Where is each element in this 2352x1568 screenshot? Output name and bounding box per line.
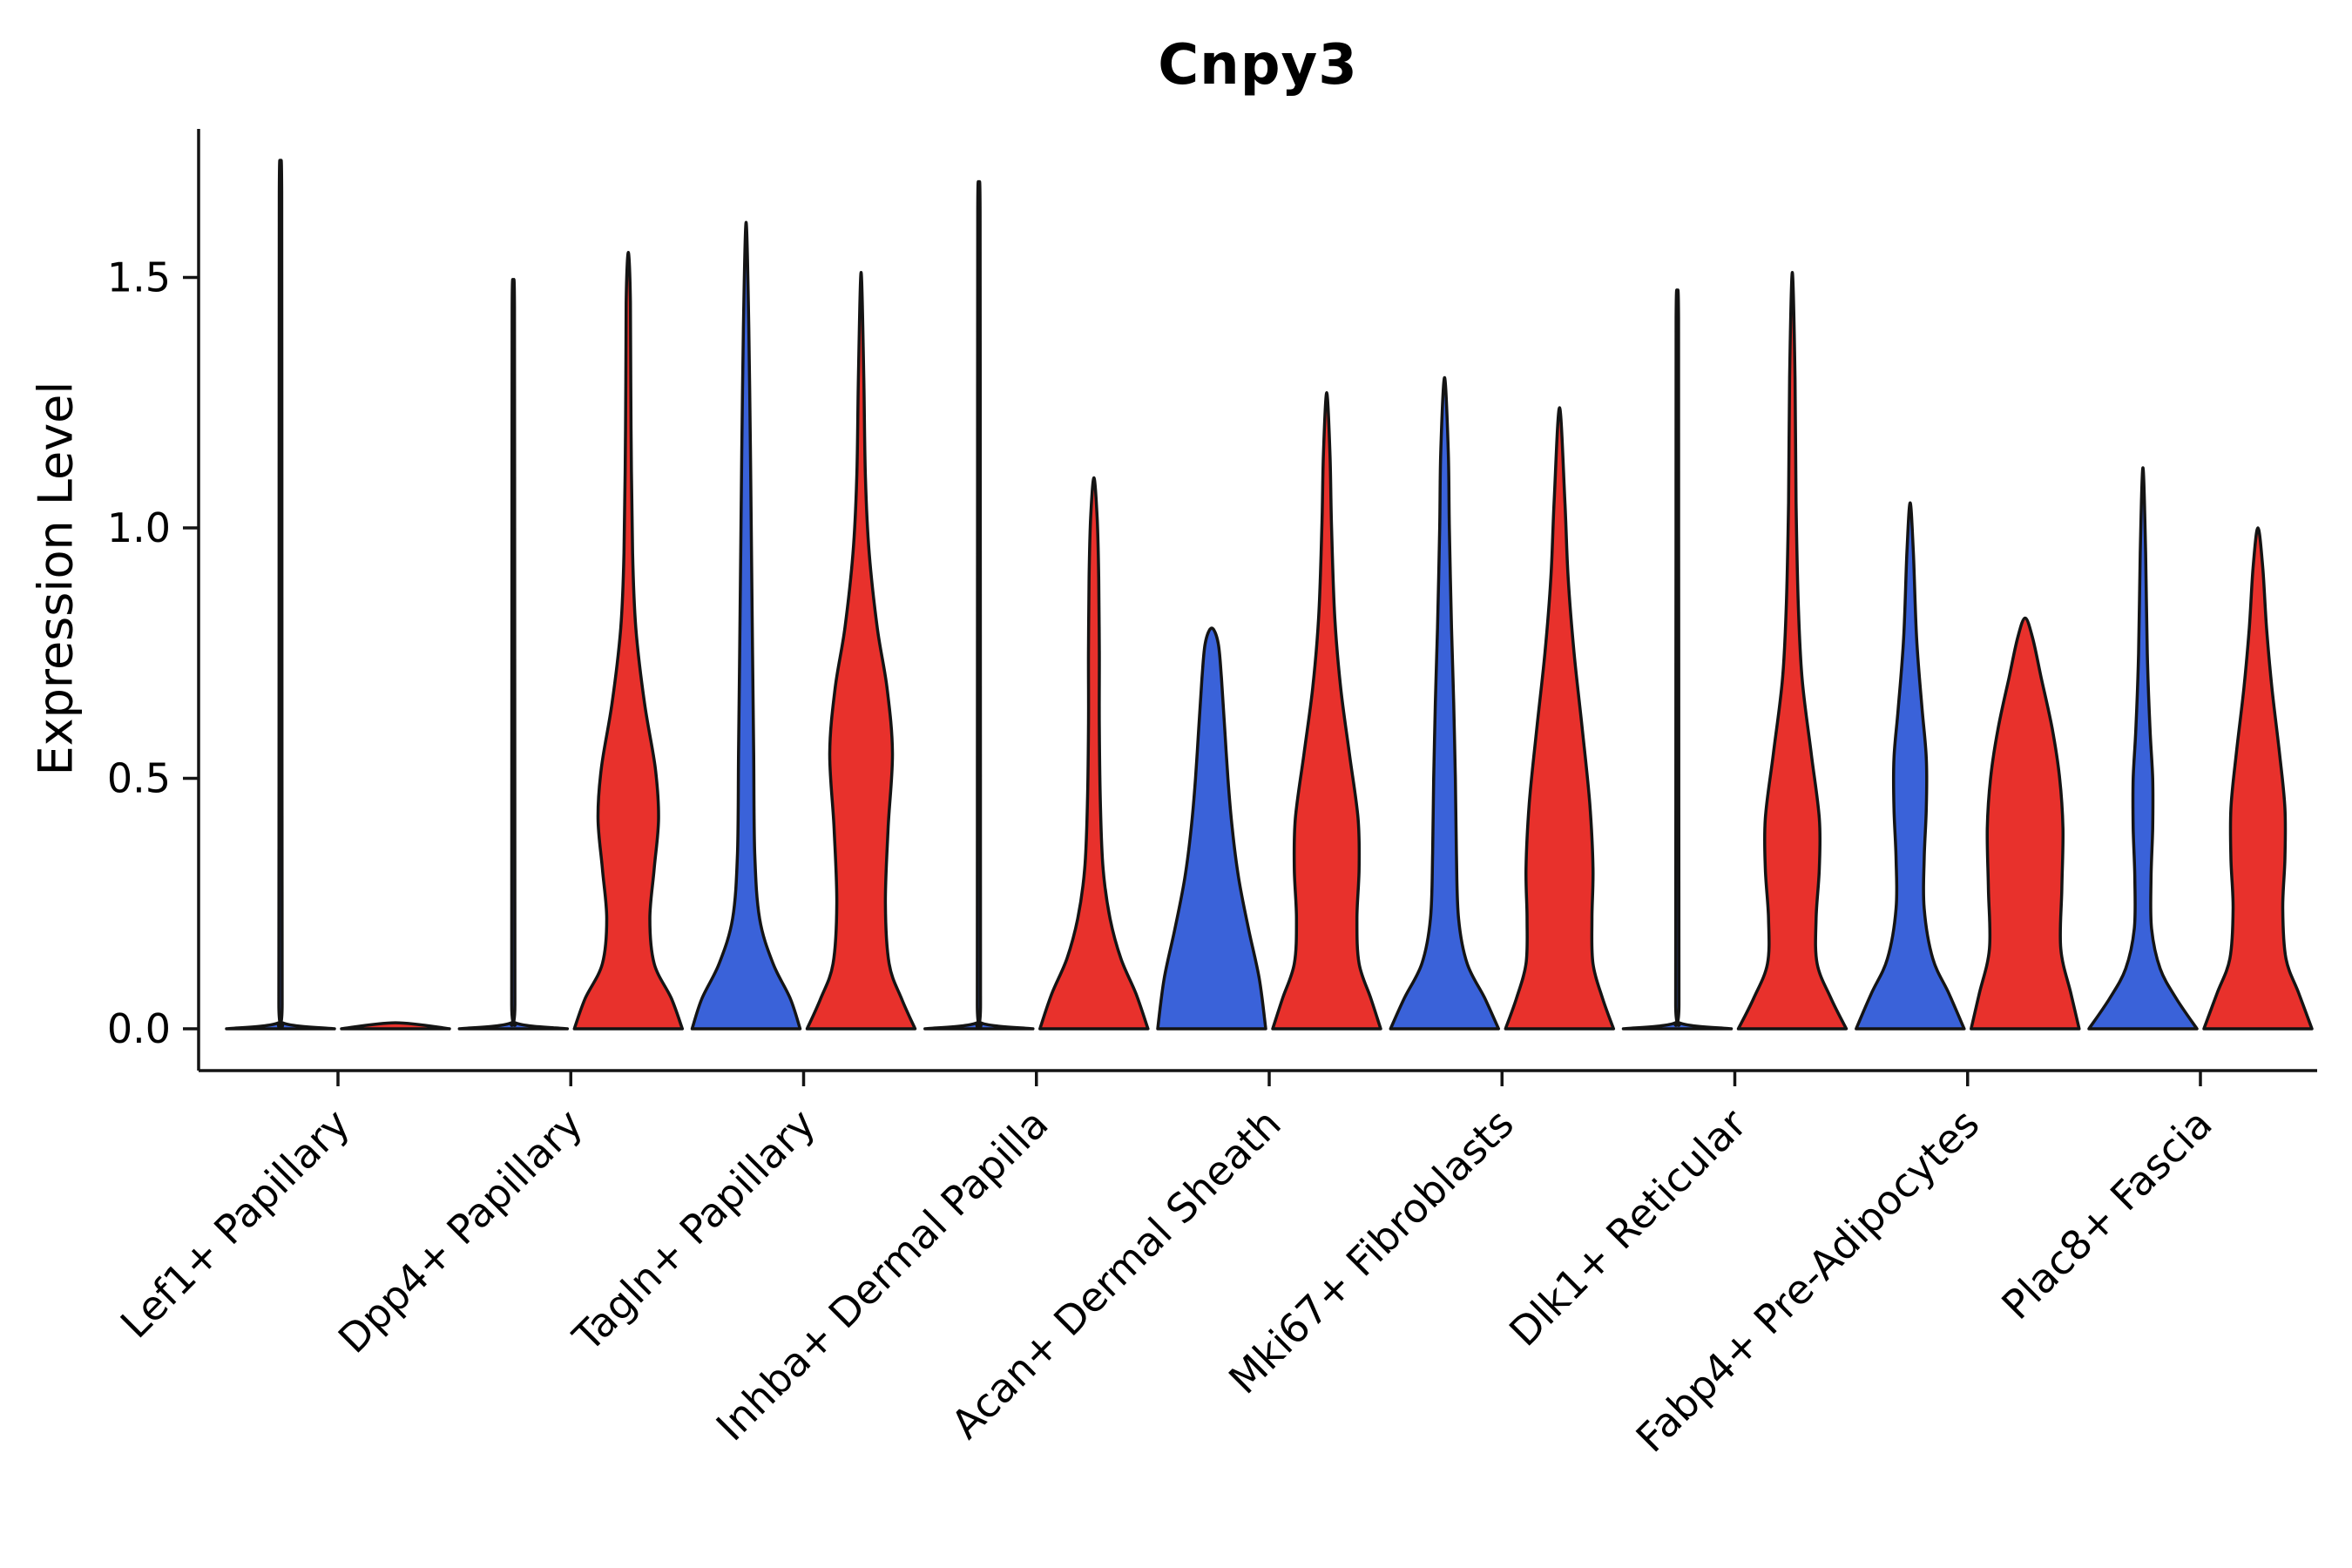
y-tick-label: 1.0 — [107, 504, 171, 551]
violin-blue-6 — [1389, 375, 1501, 1031]
violin-blue-2 — [457, 278, 570, 1031]
y-tick-label: 0.5 — [107, 755, 171, 802]
violin-red-2 — [572, 251, 685, 1031]
y-tick-label: 0.0 — [107, 1005, 171, 1052]
violin-blue-4 — [923, 179, 1035, 1031]
x-tick-label: Dpp4+ Papillary — [329, 1100, 591, 1362]
violin-red-4 — [1038, 476, 1150, 1031]
x-tick-label: Tagln+ Papillary — [564, 1100, 825, 1362]
y-tick-label: 1.5 — [107, 254, 171, 301]
violin-red-3 — [805, 271, 917, 1031]
violin-blue-8 — [1855, 501, 1966, 1031]
violin-blue-3 — [690, 220, 802, 1031]
x-tick-label: Plac8+ Fascia — [1992, 1100, 2220, 1328]
violin-red-6 — [1504, 406, 1616, 1031]
violin-blue-1 — [225, 159, 336, 1031]
chart-title: Cnpy3 — [1158, 33, 1358, 98]
x-tick-label: Dlk1+ Reticular — [1500, 1100, 1755, 1355]
violin-blue-7 — [1621, 288, 1734, 1031]
violin-red-5 — [1271, 391, 1382, 1031]
violin-red-1 — [340, 1021, 451, 1031]
violin-red-7 — [1736, 271, 1848, 1031]
violin-blue-5 — [1156, 626, 1267, 1031]
violin-red-9 — [2202, 526, 2314, 1031]
violin-red-8 — [1970, 616, 2081, 1031]
x-tick-label: Lef1+ Papillary — [112, 1100, 359, 1348]
violin-blue-9 — [2087, 466, 2199, 1031]
